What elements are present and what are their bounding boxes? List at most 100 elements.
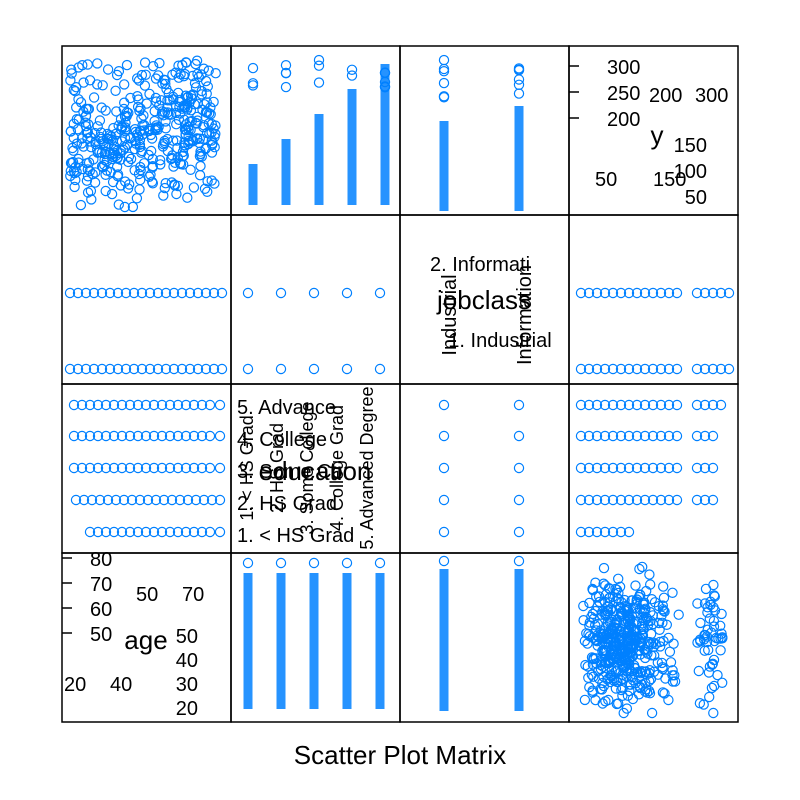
scatter-point-age-y [196, 85, 207, 97]
scatter-point-y-age [610, 641, 621, 652]
scatter-point-age-y [73, 153, 84, 165]
scatter-point-y-jobclass [591, 363, 603, 375]
scatter-point-age-education [180, 399, 192, 411]
scatter-point-age-y [97, 80, 108, 91]
scatter-point-age-jobclass [192, 363, 204, 375]
scatter-point-y-age [598, 578, 609, 589]
scatter-point-age-y [68, 165, 80, 177]
scatter-point-y-age [621, 703, 633, 714]
scatter-point-age-y [122, 183, 134, 194]
scatter-point-education-y [379, 82, 391, 93]
scatter-point-y-age [590, 653, 601, 664]
scatter-point-age-y [83, 103, 95, 115]
scatter-point-y-education [631, 494, 643, 506]
scatter-point-y-age [712, 669, 723, 681]
scatter-point-y-age [590, 605, 601, 617]
scatter-point-age-y [118, 79, 130, 90]
level-label-education-rotated: 3. Some College [297, 401, 317, 534]
scatter-point-age-education [84, 526, 96, 538]
scatter-point-age-y [82, 126, 94, 138]
scatter-point-y-age [653, 601, 665, 612]
scatter-point-age-education [196, 399, 208, 411]
scatter-point-y-education [615, 462, 627, 474]
scatter-point-age-jobclass [176, 287, 188, 299]
scatter-point-age-y [192, 115, 203, 126]
level-label-jobclass: 1. Industrial [448, 330, 551, 352]
scatter-point-y-age [603, 620, 614, 631]
scatter-point-y-education [623, 526, 635, 538]
scatter-point-age-education [188, 399, 200, 411]
scatter-point-age-y [78, 77, 89, 88]
scatter-point-age-y [85, 136, 96, 147]
scatter-point-y-age [644, 569, 655, 580]
scatter-point-age-y [127, 201, 139, 213]
scatter-point-y-age [709, 591, 721, 602]
scatter-point-y-education [599, 462, 611, 474]
scatter-point-age-education [84, 399, 96, 411]
scatter-point-education-jobclass [308, 287, 320, 299]
scatter-point-y-education [591, 462, 603, 474]
scatter-point-y-age [715, 620, 726, 632]
scatter-point-y-age [614, 581, 626, 593]
scatter-point-y-age [709, 680, 720, 692]
scatter-point-y-age [646, 707, 658, 719]
scatter-point-age-y [138, 158, 150, 169]
scatter-point-age-education [180, 462, 192, 474]
scatter-point-y-age [645, 607, 656, 618]
scatter-point-age-y [118, 103, 130, 115]
scatter-point-age-y [115, 145, 126, 156]
scatter-point-age-education [140, 430, 152, 442]
scatter-point-age-y [84, 75, 96, 86]
tick-label-y: 300 [607, 57, 640, 79]
scatter-point-age-education [156, 430, 168, 442]
scatter-point-age-education [68, 462, 80, 474]
scatter-point-y-jobclass [647, 363, 659, 375]
scatter-point-jobclass-y [438, 77, 450, 89]
scatter-point-y-jobclass [575, 287, 587, 299]
scatter-point-age-education [68, 430, 80, 442]
scatter-point-age-education [204, 399, 216, 411]
scatter-point-age-y [122, 156, 134, 168]
scatter-point-y-age [654, 624, 665, 636]
scatter-point-age-y [180, 57, 192, 68]
scatter-point-age-jobclass [104, 287, 116, 299]
scatter-point-age-y [166, 177, 177, 188]
scatter-point-age-y [133, 168, 145, 180]
tick-label-age: 50 [176, 626, 198, 648]
scatter-point-y-age [705, 599, 716, 611]
level-label-education-rotated: 4. College Grad [327, 405, 347, 531]
scatter-point-age-education [156, 526, 168, 538]
scatter-point-age-y [203, 65, 214, 76]
scatter-point-y-age [643, 638, 655, 650]
scatter-point-education-y [346, 64, 358, 76]
scatter-point-age-education [92, 462, 104, 474]
scatter-point-y-education [591, 526, 603, 538]
scatter-point-age-education [100, 430, 112, 442]
scatter-point-age-education [206, 494, 218, 506]
scatter-point-age-y [84, 165, 96, 177]
scatter-point-age-y [156, 95, 167, 106]
scatter-point-y-education [583, 494, 595, 506]
scatter-point-y-education [671, 494, 683, 506]
scatter-point-y-education [639, 494, 651, 506]
scatter-point-age-y [92, 121, 103, 132]
scatter-point-y-jobclass [607, 287, 619, 299]
scatter-point-age-y [150, 123, 161, 134]
scatter-point-y-age [598, 645, 609, 656]
scatter-point-y-age [578, 615, 589, 626]
scatter-point-age-education [116, 430, 128, 442]
scatter-point-y-age [584, 620, 595, 631]
scatter-point-y-age [633, 591, 645, 603]
scatter-point-age-jobclass [120, 363, 132, 375]
level-label-education: 4. College [237, 429, 327, 451]
scatter-point-age-y [179, 100, 190, 111]
tick-label-y: 150 [674, 135, 707, 157]
scatter-point-age-education [124, 399, 136, 411]
tick-label-age: 80 [90, 549, 112, 571]
scatter-point-age-education [166, 494, 178, 506]
scatter-point-age-y [178, 142, 190, 153]
scatter-point-y-age [713, 633, 724, 644]
scatter-point-age-education [190, 494, 202, 506]
scatter-point-y-education [671, 399, 683, 411]
scatter-point-jobclass-education [438, 430, 450, 442]
